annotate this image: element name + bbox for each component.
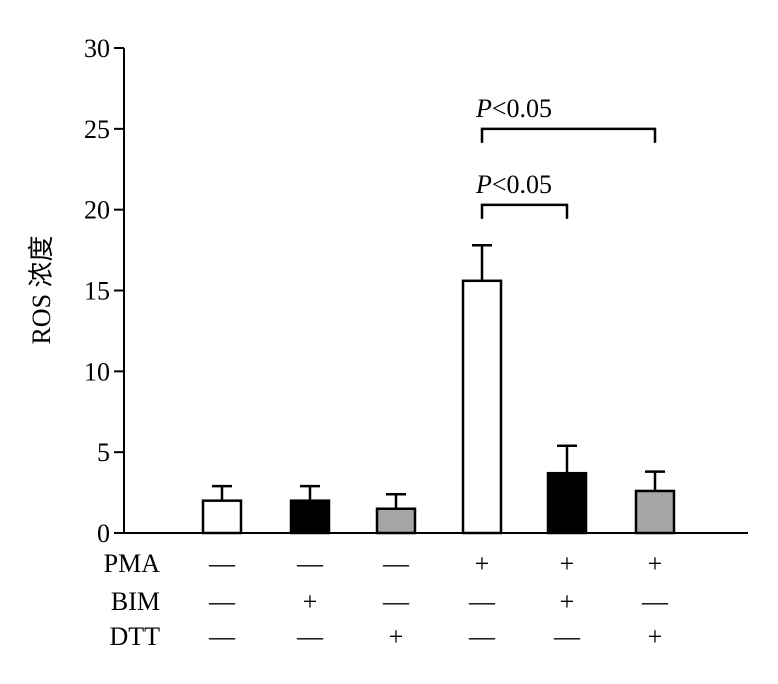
condition-sign: + (475, 549, 490, 578)
condition-sign: + (648, 549, 663, 578)
y-tick-label: 10 (84, 357, 110, 386)
condition-sign: — (382, 587, 410, 616)
significance-bracket (480, 203, 569, 219)
condition-sign: — (468, 587, 496, 616)
y-tick-label: 25 (84, 115, 110, 144)
bar (546, 471, 588, 535)
bar (289, 499, 331, 535)
condition-label: BIM (111, 587, 160, 616)
condition-sign: + (648, 622, 663, 651)
condition-sign: — (468, 622, 496, 651)
condition-sign: + (303, 587, 318, 616)
condition-sign: + (560, 587, 575, 616)
y-tick-label: 15 (84, 277, 110, 306)
condition-sign: — (641, 587, 669, 616)
y-tick-label: 30 (84, 34, 110, 63)
bars (201, 243, 676, 535)
y-tick-label: 20 (84, 196, 110, 225)
bar (375, 507, 417, 535)
y-axis-label: ROS 浓度 (27, 235, 56, 344)
condition-table: PMA — — — + + + BIM — + — — + — DTT — — + — — + (104, 549, 669, 651)
condition-sign: + (389, 622, 404, 651)
bar (201, 499, 243, 535)
bar (634, 489, 676, 535)
y-tick-label: 0 (97, 519, 110, 548)
condition-sign: + (560, 549, 575, 578)
condition-sign: — (208, 549, 236, 578)
condition-label: DTT (109, 622, 160, 651)
condition-sign: — (208, 587, 236, 616)
condition-label: PMA (104, 549, 161, 578)
significance-label: P<0.05 (475, 170, 552, 199)
condition-sign: — (208, 622, 236, 651)
significance-bracket (480, 127, 657, 143)
significance-brackets: P<0.05 P<0.05 (475, 94, 657, 219)
y-axis: 0 5 10 15 20 25 30 (84, 34, 125, 548)
bar (461, 279, 503, 535)
significance-label: P<0.05 (475, 94, 552, 123)
condition-sign: — (553, 622, 581, 651)
y-tick-label: 5 (97, 438, 110, 467)
condition-sign: — (296, 549, 324, 578)
condition-sign: — (296, 622, 324, 651)
condition-sign: — (382, 549, 410, 578)
